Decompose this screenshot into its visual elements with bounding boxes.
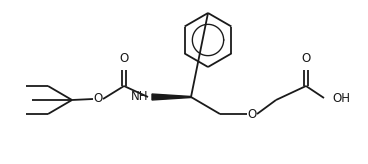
Text: O: O xyxy=(301,52,311,65)
Text: O: O xyxy=(119,52,129,65)
Text: O: O xyxy=(93,92,103,105)
Text: O: O xyxy=(247,107,256,121)
Text: OH: OH xyxy=(332,92,350,104)
Polygon shape xyxy=(152,94,191,100)
Text: NH: NH xyxy=(131,91,148,103)
